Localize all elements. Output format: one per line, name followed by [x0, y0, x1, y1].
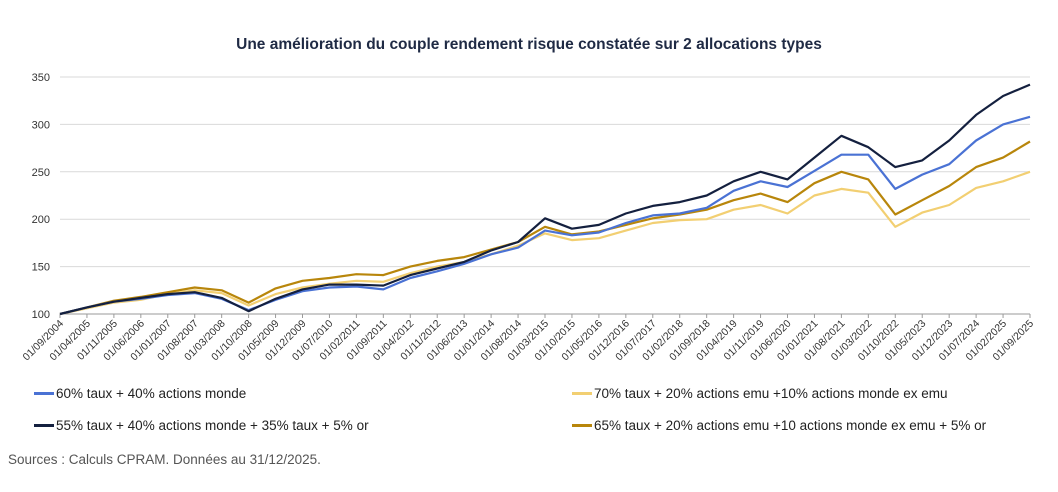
legend-swatch-65-20-10-or — [572, 424, 592, 427]
legend-item-60-40: 60% taux + 40% actions monde — [34, 386, 246, 401]
series-group — [59, 83, 1031, 316]
series-line-0 — [59, 115, 1031, 316]
x-tick-labels: 01/09/200401/04/200501/11/200501/06/2006… — [20, 314, 1036, 363]
series-line-2 — [59, 170, 1031, 316]
series-line-1 — [59, 83, 1031, 316]
y-tick-label: 150 — [32, 262, 50, 274]
legend-label-60-40: 60% taux + 40% actions monde — [56, 386, 247, 401]
source-note: Sources : Calculs CPRAM. Données au 31/1… — [8, 452, 321, 467]
legend-swatch-70-20-10 — [572, 392, 592, 395]
chart-title: Une amélioration du couple rendement ris… — [236, 36, 822, 53]
legend-item-55-40-or: 55% taux + 40% actions monde + 35% taux … — [34, 418, 369, 433]
grid — [60, 76, 1030, 315]
y-tick-label: 200 — [32, 214, 50, 226]
legend-label-65-20-10-or: 65% taux + 20% actions emu +10 actions m… — [594, 418, 987, 433]
y-tick-labels: 100 150 200 250 300 350 — [32, 72, 50, 321]
legend-swatch-60-40 — [34, 392, 54, 395]
legend-item-70-20-10: 70% taux + 20% actions emu +10% actions … — [572, 386, 947, 401]
y-tick-label: 300 — [32, 119, 50, 131]
legend-label-55-40-or: 55% taux + 40% actions monde + 35% taux … — [56, 418, 369, 433]
series-line-3 — [59, 140, 1031, 316]
y-tick-label: 350 — [32, 72, 50, 84]
legend-item-65-20-10-or: 65% taux + 20% actions emu +10 actions m… — [572, 418, 986, 433]
y-tick-label: 100 — [32, 309, 50, 321]
legend-swatch-55-40-or — [34, 424, 54, 427]
y-tick-label: 250 — [32, 167, 50, 179]
legend-label-70-20-10: 70% taux + 20% actions emu +10% actions … — [594, 386, 948, 401]
